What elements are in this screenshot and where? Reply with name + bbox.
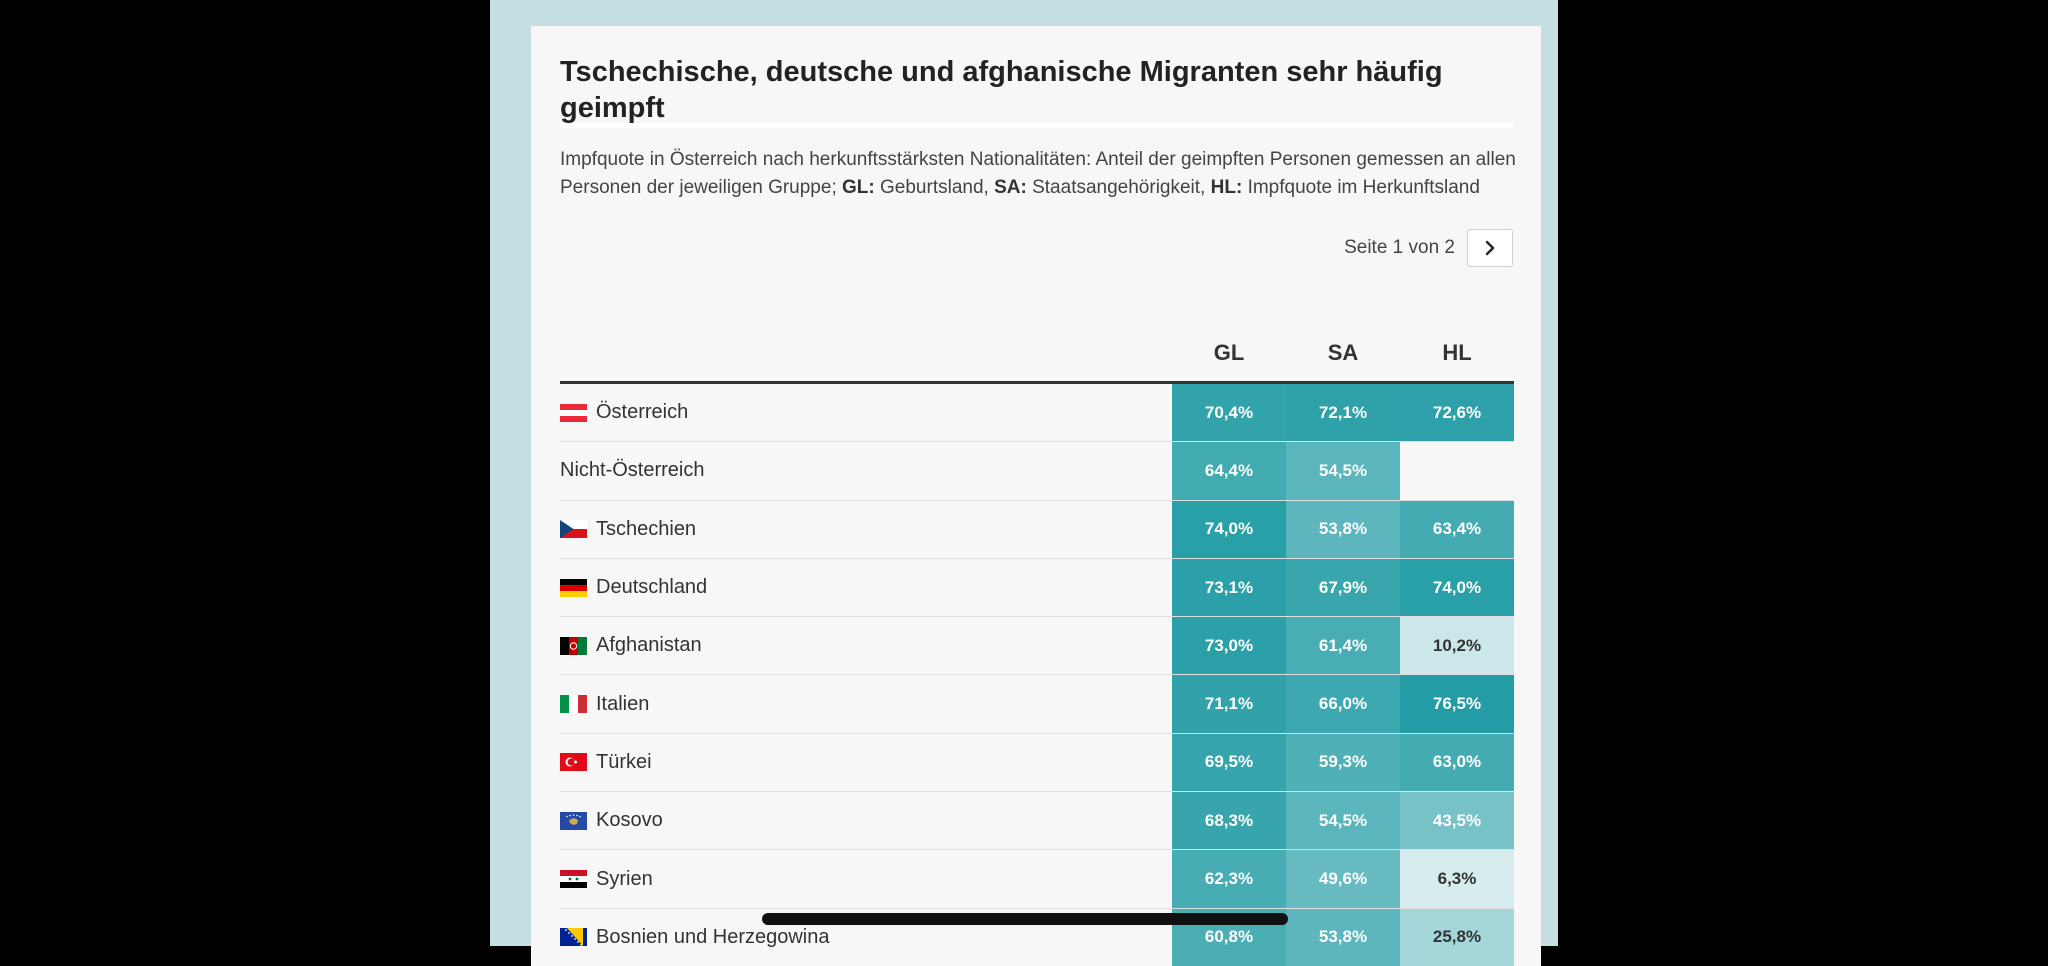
cell-gl: 71,1% [1172, 675, 1286, 733]
chart-card: Tschechische, deutsche und afghanische M… [531, 26, 1541, 966]
row-name: Italien [596, 692, 650, 715]
chevron-right-icon [1485, 240, 1495, 256]
row-label: Türkei [560, 734, 652, 791]
bosnia-flag-icon [560, 928, 587, 947]
row-name: Deutschland [596, 576, 708, 599]
row-label: Österreich [560, 384, 688, 441]
chart-subtitle: Impfquote in Österreich nach herkunftsst… [560, 146, 1520, 202]
chart-title: Tschechische, deutsche und afghanische M… [560, 56, 1443, 124]
legend-key-gl: GL: [842, 177, 875, 198]
table-row: Syrien 62,3% 49,6% 6,3% [560, 850, 1514, 909]
cell-gl: 64,4% [1172, 442, 1286, 500]
row-label: Syrien [560, 850, 653, 907]
row-name: Türkei [596, 750, 652, 773]
table-row: Kosovo 68,3% 54,5% 43,5% [560, 792, 1514, 851]
cell-sa: 61,4% [1286, 617, 1400, 675]
row-name: Nicht-Österreich [560, 459, 705, 482]
cell-sa: 59,3% [1286, 733, 1400, 792]
cell-gl: 70,4% [1172, 384, 1286, 442]
germany-flag-icon [560, 578, 587, 597]
table-row: Österreich 70,4% 72,1% 72,6% [560, 384, 1514, 443]
cell-hl: 6,3% [1400, 850, 1514, 908]
cell-hl: 76,5% [1400, 675, 1514, 733]
column-header-gl: GL [1213, 340, 1245, 365]
cell-hl [1400, 442, 1514, 499]
row-label: Kosovo [560, 792, 663, 849]
row-name: Bosnien und Herzegowina [596, 925, 830, 948]
row-name: Tschechien [596, 517, 697, 540]
turkey-flag-icon [560, 753, 587, 772]
legend-key-hl: HL: [1210, 177, 1243, 198]
cell-gl: 68,3% [1172, 792, 1286, 850]
cell-sa: 49,6% [1286, 850, 1400, 908]
table-header: GL SA HL [560, 326, 1514, 384]
cell-gl: 62,3% [1172, 850, 1286, 908]
row-label: Bosnien und Herzegowina [560, 909, 830, 966]
afghanistan-flag-icon [560, 636, 587, 655]
next-page-button[interactable] [1467, 229, 1513, 267]
column-header-sa: SA [1327, 340, 1359, 365]
cell-sa: 53,8% [1286, 500, 1400, 558]
legend-key-sa: SA: [994, 177, 1027, 198]
row-label: Deutschland [560, 559, 707, 616]
row-name: Afghanistan [596, 634, 702, 657]
syria-flag-icon [560, 870, 587, 889]
title-divider [560, 123, 1514, 128]
italy-flag-icon [560, 695, 587, 714]
cell-sa: 67,9% [1286, 558, 1400, 617]
row-label: Afghanistan [560, 617, 702, 674]
cell-hl: 72,6% [1400, 384, 1514, 442]
table-row: Tschechien 74,0% 53,8% 63,4% [560, 500, 1514, 559]
table-body: Österreich 70,4% 72,1% 72,6% Nicht-Österreic… [560, 384, 1514, 966]
czech-flag-icon [560, 520, 587, 539]
cell-gl: 69,5% [1172, 733, 1286, 792]
cell-sa: 53,8% [1286, 908, 1400, 966]
page-indicator: Seite 1 von 2 [1344, 237, 1455, 258]
legend-desc-hl: Impfquote im Herkunftsland [1247, 177, 1480, 198]
row-name: Syrien [596, 867, 653, 890]
cell-sa: 54,5% [1286, 792, 1400, 850]
cell-hl: 63,4% [1400, 500, 1514, 558]
column-header-hl: HL [1442, 340, 1472, 365]
cell-gl: 73,0% [1172, 617, 1286, 675]
table-row: Türkei 69,5% 59,3% 63,0% [560, 733, 1514, 793]
row-label: Italien [560, 675, 649, 732]
table-row: Deutschland 73,1% 67,9% 74,0% [560, 558, 1514, 618]
austria-flag-icon [560, 403, 587, 422]
kosovo-flag-icon [560, 811, 587, 830]
legend-desc-sa: Staatsangehörigkeit, [1032, 177, 1206, 198]
vaccination-table: GL SA HL Österreich 70,4% 72,1% 72,6% Nicht-… [560, 326, 1514, 966]
row-label: Tschechien [560, 501, 696, 558]
cell-sa: 72,1% [1286, 384, 1400, 442]
cell-hl: 43,5% [1400, 792, 1514, 850]
row-label: Nicht-Österreich [560, 442, 704, 499]
table-row: Afghanistan 73,0% 61,4% 10,2% [560, 617, 1514, 676]
cell-hl: 74,0% [1400, 558, 1514, 617]
cell-hl: 63,0% [1400, 733, 1514, 792]
table-row: Nicht-Österreich 64,4% 54,5% [560, 442, 1514, 501]
cell-hl: 25,8% [1400, 908, 1514, 966]
cell-gl: 73,1% [1172, 558, 1286, 617]
pagination: Seite 1 von 2 [1344, 229, 1513, 267]
cell-sa: 66,0% [1286, 675, 1400, 733]
home-indicator [762, 913, 1288, 925]
cell-hl: 10,2% [1400, 617, 1514, 675]
row-name: Kosovo [596, 809, 663, 832]
cell-gl: 74,0% [1172, 500, 1286, 558]
cell-sa: 54,5% [1286, 442, 1400, 500]
table-row: Italien 71,1% 66,0% 76,5% [560, 675, 1514, 734]
row-name: Österreich [596, 401, 689, 424]
legend-desc-gl: Geburtsland, [880, 177, 989, 198]
subtitle-text: Impfquote in Österreich nach herkunftsst… [560, 149, 1516, 198]
